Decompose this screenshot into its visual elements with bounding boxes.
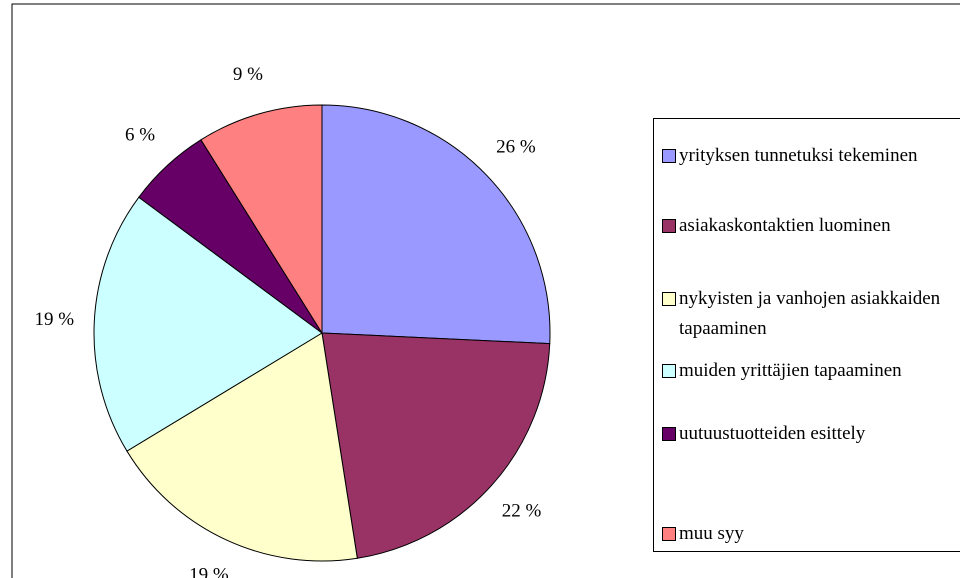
data-label: 26 % [496,136,536,157]
legend-label: asiakaskontaktien luominen [679,215,891,236]
data-label: 22 % [502,500,542,521]
pie-slice [321,104,551,345]
legend-label: uutuustuotteiden esittely [679,423,866,444]
legend: yrityksen tunnetuksi tekeminen asiakaskon… [653,118,960,552]
legend-item: yrityksen tunnetuksi tekeminen [662,141,960,171]
legend-swatch [662,527,676,541]
legend-item: muu syy [662,519,960,549]
legend-label: yrityksen tunnetuksi tekeminen [679,145,918,166]
legend-swatch [662,364,676,378]
data-label: 9 % [233,64,263,85]
legend-swatch [662,219,676,233]
chart-frame [11,3,960,578]
data-label: 19 % [35,309,75,330]
legend-swatch [662,292,676,306]
legend-swatch [662,427,676,441]
legend-label: muu syy [679,523,744,544]
pie-slice [126,332,358,562]
legend-item: muiden yrittäjien tapaaminen [662,356,960,386]
data-label: 19 % [189,564,229,578]
pie-slice [93,196,323,452]
data-label: 6 % [125,125,155,146]
legend-item: uutuustuotteiden esittely [662,419,960,449]
pie-slice [200,104,323,335]
legend-label: muiden yrittäjien tapaaminen [679,360,902,381]
legend-label: nykyisten ja vanhojen asiakkaiden tapaam… [679,288,941,339]
legend-swatch [662,149,676,163]
pie-slice [321,332,551,559]
legend-item: asiakaskontaktien luominen [662,211,960,241]
legend-item: nykyisten ja vanhojen asiakkaiden tapaam… [662,284,960,344]
